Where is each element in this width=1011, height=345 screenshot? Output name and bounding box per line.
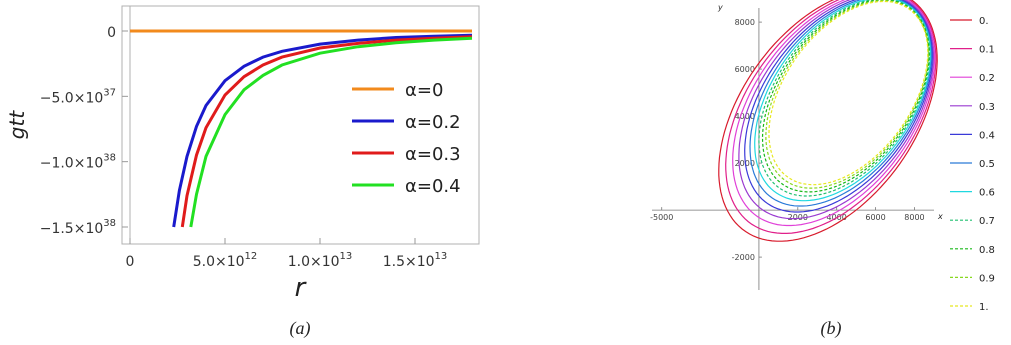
series-line-3 [189, 36, 473, 228]
legend-label: 0. [979, 16, 989, 27]
legend-label: 0.7 [979, 216, 995, 227]
panel-a-legend: α=0 α=0.2 α=0.3 α=0.4 [352, 80, 461, 197]
orbit-5 [749, 0, 932, 207]
y-tick-label: 6000 [735, 65, 755, 74]
legend-label: α=0.3 [405, 144, 461, 165]
x-tick-label: 1.0×1013 [288, 251, 353, 270]
legend-label: α=0.2 [405, 112, 461, 133]
panel-a-series [130, 29, 473, 228]
orbit-4 [744, 0, 933, 213]
orbit-6 [754, 0, 931, 202]
orbit-2 [732, 0, 936, 227]
x-tick-label: 2000 [788, 213, 808, 222]
panel-b-x-label: x [937, 212, 943, 221]
x-tick-label: 6000 [865, 213, 885, 222]
y-tick-label: 2000 [735, 159, 755, 168]
legend-label: 1. [979, 302, 989, 313]
orbit-1 [725, 0, 937, 234]
panel-b-caption: (b) [821, 318, 842, 339]
y-tick-label: -2000 [732, 253, 755, 262]
panel-b-series [718, 0, 938, 242]
y-tick-label: −1.0×1038 [40, 153, 116, 172]
orbit-8 [761, 0, 930, 193]
legend-label: 0.9 [979, 273, 995, 284]
panel-a-ticks: 0 5.0×1012 1.0×1013 1.5×1013 0 −5.0×1037 −1.0×… [40, 25, 448, 270]
x-tick-label: 5.0×1012 [193, 251, 258, 270]
orbit-0 [718, 0, 938, 242]
legend-label: 0.8 [979, 245, 995, 256]
panel-b-axes [652, 8, 934, 290]
y-tick-label: −1.5×1038 [40, 218, 116, 237]
legend-label: 0.1 [979, 45, 995, 56]
panel-a-x-label: r [295, 273, 308, 303]
orbit-3 [738, 0, 934, 220]
panel-a-y-label: gtt [5, 110, 29, 140]
panel-a: 0 5.0×1012 1.0×1013 1.5×1013 0 −5.0×1037 −1.0×… [5, 5, 480, 339]
x-tick-label: 0 [126, 254, 135, 270]
orbit-7 [758, 0, 931, 197]
x-tick-label: -5000 [650, 213, 673, 222]
orbit-10 [768, 0, 929, 186]
x-tick-label: 1.5×1013 [383, 251, 448, 270]
panel-b: -5000 2000 4000 6000 8000-200020004000600080… [650, 0, 995, 339]
legend-label: 0.2 [979, 73, 995, 84]
x-tick-label: 8000 [904, 213, 924, 222]
legend-label: 0.5 [979, 159, 995, 170]
panel-b-legend: 0. 0.1 0.2 0.3 0.4 0.5 0.6 0.7 0.8 0.9 1. [950, 16, 995, 313]
panel-b-y-label: y [717, 3, 723, 12]
legend-label: α=0.4 [405, 176, 461, 197]
series-line-2 [180, 35, 473, 228]
panel-a-frame [121, 5, 480, 245]
orbit-9 [765, 0, 930, 189]
y-tick-label: 8000 [735, 18, 755, 27]
legend-label: 0.6 [979, 188, 995, 199]
legend-label: 0.4 [979, 130, 995, 141]
series-line-1 [172, 33, 473, 228]
legend-label: 0.3 [979, 102, 995, 113]
y-tick-label: 0 [107, 25, 116, 41]
panel-a-caption: (a) [290, 318, 311, 339]
legend-label: α=0 [405, 80, 443, 101]
y-tick-label: −5.0×1037 [40, 87, 116, 106]
